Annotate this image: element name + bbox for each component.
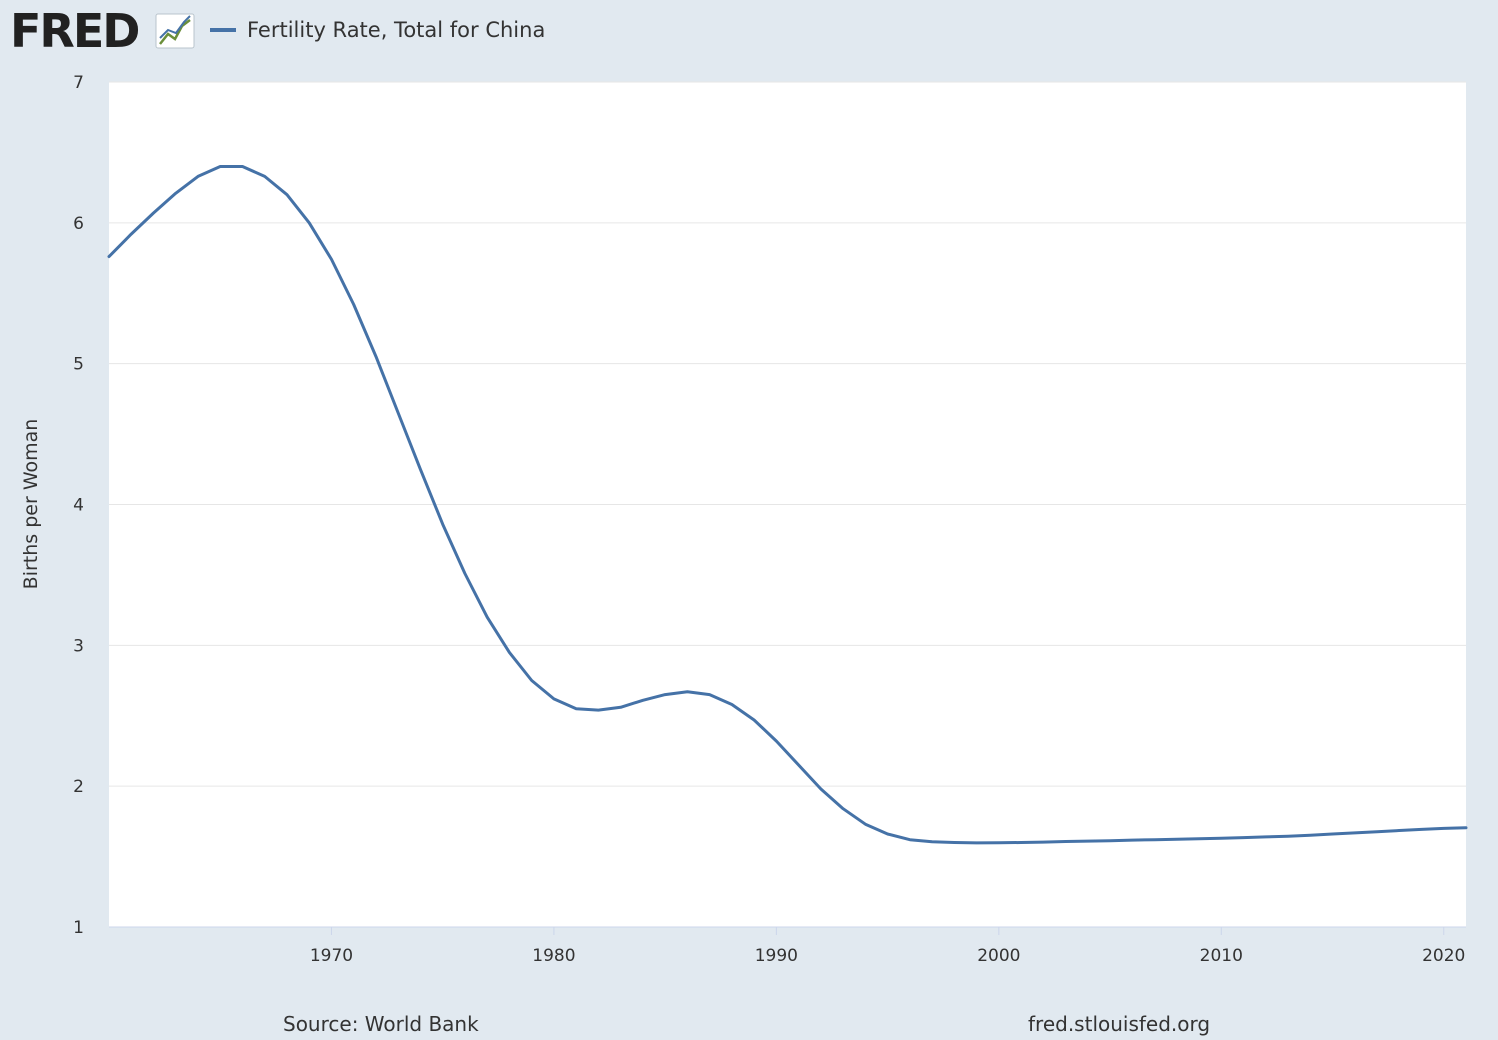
x-tick-label: 1990 [755,946,798,966]
fred-logo-text: FRED [10,4,138,58]
legend-label: Fertility Rate, Total for China [247,18,545,42]
series-line-0[interactable] [107,165,1468,845]
y-tick-label: 7 [73,73,84,93]
legend: Fertility Rate, Total for China [210,18,545,42]
y-tick-label: 5 [73,355,84,375]
fred-logo-graph-icon [155,13,195,49]
x-tick-label: 2010 [1200,946,1243,966]
y-tick-label: 4 [73,496,84,516]
y-tick-label: 3 [73,636,84,656]
gridlines [109,81,1466,935]
fred-logo[interactable]: FRED [10,4,195,58]
x-tick-labels: 1970 1980 1990 2000 2010 2020 [310,946,1466,966]
y-tick-labels: 1 2 3 4 5 6 7 [73,73,84,938]
x-tick-label: 1970 [310,946,353,966]
source-text: Source: World Bank [283,1012,479,1036]
x-tick-label: 2000 [977,946,1020,966]
y-tick-label: 6 [73,214,84,234]
x-tick-label: 2020 [1422,946,1465,966]
site-link[interactable]: fred.stlouisfed.org [1028,1012,1210,1036]
y-tick-label: 1 [73,918,84,938]
x-tick-label: 1980 [532,946,575,966]
y-tick-label: 2 [73,777,84,797]
y-axis-title: Births per Woman [20,419,42,590]
series-layer [107,165,1468,845]
